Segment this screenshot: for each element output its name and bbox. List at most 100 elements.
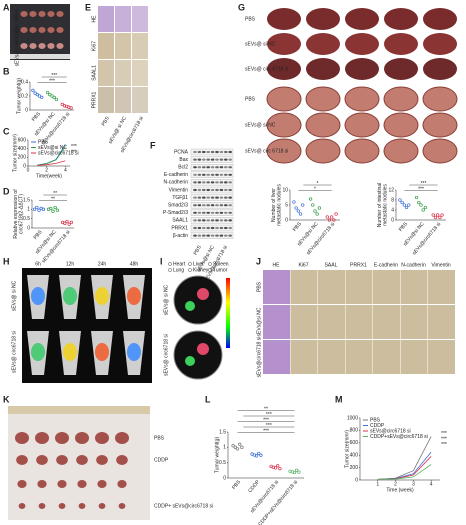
organ [185, 356, 195, 366]
tumor [29, 11, 37, 17]
x-tick-label: CDDP [247, 479, 261, 494]
row-label: sEVs@si NC [14, 15, 20, 44]
y-tick-label: 200 [18, 155, 27, 161]
legend-marker [168, 262, 172, 266]
row-label: PRRX1 [91, 91, 97, 108]
blot-band [206, 173, 210, 176]
significance: *** [71, 144, 77, 150]
significance: *** [266, 423, 272, 429]
legend-label: Liver [193, 261, 204, 267]
tumor [96, 455, 108, 465]
blot-band [193, 196, 197, 199]
intestine-image [305, 112, 341, 138]
y-axis-label: Relative expression of [13, 189, 19, 239]
organ [197, 343, 209, 355]
tumor [76, 455, 88, 465]
tumor [20, 43, 28, 49]
tumor [38, 503, 46, 509]
tumor [56, 27, 64, 33]
protein-label: β-actin [173, 233, 188, 239]
column-label: Vimentin [431, 262, 451, 268]
tumor [56, 455, 68, 465]
blot-band [219, 173, 224, 176]
panel-label: F [150, 140, 156, 150]
data-point [292, 200, 296, 204]
blot-band [197, 219, 202, 222]
ihc-image [132, 33, 148, 59]
y-tick-label: 8 [391, 197, 394, 203]
signal [95, 287, 109, 305]
protein-label: Smad2/3 [168, 203, 188, 209]
tumor [95, 432, 109, 444]
data-point [301, 203, 305, 207]
tumor [98, 503, 106, 509]
liver-image [306, 33, 340, 55]
column-label: 12h [66, 261, 75, 267]
significance: *** [421, 181, 427, 187]
blot-band [219, 204, 224, 207]
y-tick-label: 1 [27, 207, 30, 213]
blot-band [219, 196, 224, 199]
column-label: HE [273, 262, 281, 268]
liver-image [267, 58, 301, 80]
blot-band [210, 158, 215, 161]
row-label: sEVs@ circ 6718 si [245, 66, 288, 72]
row-label: PBS [245, 96, 256, 102]
tumor [56, 11, 64, 17]
intestine-image [383, 112, 419, 138]
tumor [36, 455, 48, 465]
tumor [78, 503, 86, 509]
row-label: CDDP+ sEVs@circ6718 si [154, 503, 213, 509]
tumor [29, 27, 37, 33]
panel-label: D [3, 186, 10, 196]
panel-label: E [85, 2, 91, 12]
protein-label: Bcl2 [178, 165, 188, 171]
organ [185, 301, 195, 311]
x-tick-label: 4 [430, 481, 433, 487]
ihc-image [290, 340, 318, 374]
tumor [75, 432, 89, 444]
y-axis-label: Number of intestinal [377, 183, 383, 227]
ihc-image [345, 270, 373, 304]
legend-label: Lung [173, 267, 184, 273]
y-tick-label: 4 [391, 207, 394, 213]
legend-label: Spleen [213, 261, 229, 267]
data-point [330, 215, 334, 219]
significance: *** [418, 186, 424, 192]
data-point [35, 92, 39, 97]
blot-band [224, 204, 228, 207]
blot-band [215, 204, 219, 207]
blot-band [197, 204, 202, 207]
data-point [315, 212, 319, 216]
data-point [53, 205, 57, 210]
column-label: 6h [35, 261, 41, 267]
data-point [334, 212, 338, 216]
data-point [45, 90, 50, 95]
liver-image [267, 33, 301, 55]
tumor [118, 503, 126, 509]
data-point [55, 208, 60, 212]
blot-band [219, 150, 224, 154]
y-tick-label: 0 [285, 217, 288, 223]
blot-band [219, 226, 224, 230]
tumor [57, 480, 67, 488]
y-tick-label: 10 [282, 187, 288, 193]
blot-band [197, 211, 202, 214]
intestine-image [344, 138, 380, 164]
data-point [423, 205, 428, 210]
blot-band [197, 150, 202, 154]
blot-band [202, 211, 206, 214]
data-point [419, 203, 423, 207]
color-bar [226, 278, 230, 348]
ihc-image [115, 6, 131, 32]
y-axis-label: Number of liver [271, 188, 277, 222]
blot-band [215, 211, 219, 214]
intestine-image [422, 86, 458, 112]
blot-band [219, 158, 224, 161]
data-point [398, 198, 402, 202]
data-point [294, 206, 298, 210]
tumor [58, 503, 66, 509]
data-point [233, 445, 237, 449]
blot-band [202, 188, 206, 192]
blot-band [197, 188, 202, 192]
